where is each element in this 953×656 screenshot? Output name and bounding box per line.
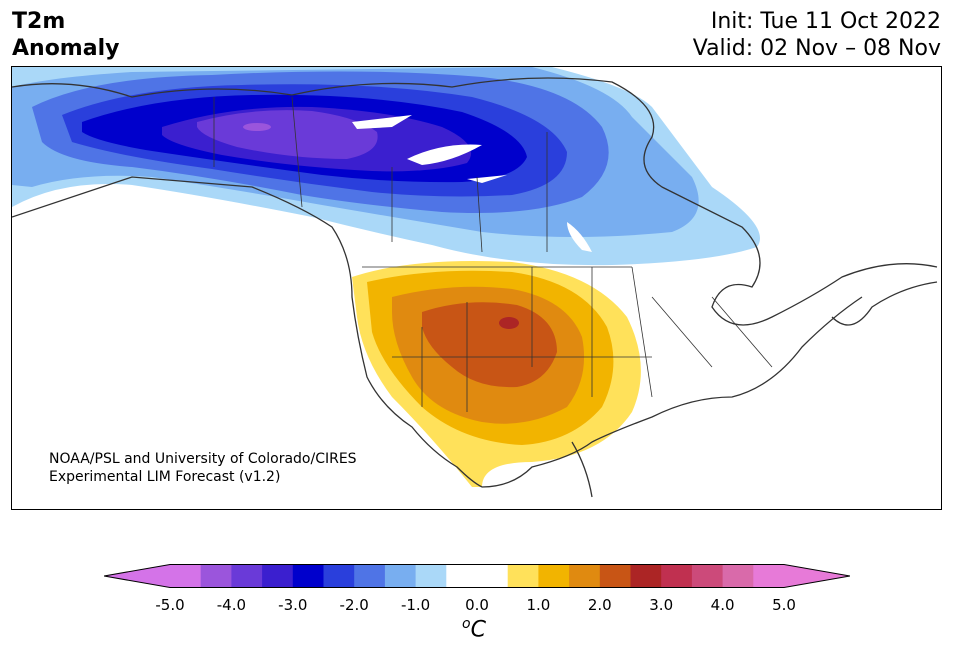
colorbar-segment	[323, 564, 355, 588]
colorbar-segment	[753, 564, 785, 588]
colorbar-segment	[691, 564, 724, 588]
warm-band-deep	[422, 302, 557, 388]
colorbar-segment	[630, 564, 662, 588]
cold-peak	[243, 123, 271, 131]
great-bear-lake	[352, 115, 412, 129]
unit-degree: o	[462, 616, 471, 632]
colorbar-tick-label: -2.0	[339, 596, 369, 614]
colorbar-segment	[262, 564, 294, 588]
colorbar-segment	[722, 564, 754, 588]
lake-winnipeg	[567, 222, 592, 252]
colorbar-segment	[446, 564, 478, 588]
great-slave-lake	[407, 144, 482, 165]
colorbar-ticks: -5.0 -4.0 -3.0 -2.0 -1.0 0.0 1.0 2.0 3.0 4.0 5.0	[0, 596, 953, 616]
init-date: Init: Tue 11 Oct 2022	[710, 9, 941, 34]
colorbar-under-arrow	[104, 564, 170, 588]
valid-range: Valid: 02 Nov – 08 Nov	[692, 36, 941, 61]
colorbar-tick-label: -4.0	[216, 596, 247, 614]
colorbar-segment	[231, 564, 263, 588]
warm-peak	[499, 317, 519, 329]
colorbar-over-arrow	[784, 564, 850, 588]
colorbar-segment	[170, 564, 202, 588]
colorbar-unit: oC	[462, 616, 486, 642]
colorbar-segment	[661, 564, 693, 588]
colorbar-segment	[292, 564, 324, 588]
state-borders	[213, 96, 773, 412]
cold-band-extreme	[197, 110, 378, 159]
map-title: T2m Anomaly	[12, 8, 119, 62]
colorbar-segment	[477, 564, 509, 588]
colorbar-outline	[104, 564, 850, 588]
colorbar-tick-label: -3.0	[278, 596, 308, 614]
colorbar-tick-label: 4.0	[710, 596, 735, 614]
colorbar-tick-label: 5.0	[772, 596, 796, 614]
unit-letter: C	[470, 617, 486, 643]
colorbar-segment	[384, 564, 417, 588]
colorbar-tick-label: 0.0	[465, 596, 489, 614]
colorbar-segment	[415, 564, 447, 588]
coastlines	[12, 77, 938, 498]
colorbar	[104, 564, 850, 588]
colorbar-segment	[599, 564, 631, 588]
title-variable: T2m	[12, 9, 66, 34]
title-subtitle: Anomaly	[12, 36, 120, 61]
credit-line-2: Experimental LIM Forecast (v1.2)	[49, 469, 281, 485]
colorbar-tick-label: -1.0	[400, 596, 431, 614]
map-panel	[11, 66, 942, 510]
colorbar-segment	[507, 564, 539, 588]
colorbar-tick-label: 3.0	[649, 596, 674, 614]
colorbar-segment	[569, 564, 601, 588]
colorbar-tick-label: 2.0	[587, 596, 612, 614]
credit-line-1: NOAA/PSL and University of Colorado/CIRE…	[49, 451, 357, 467]
colorbar-tick-label: 1.0	[526, 596, 551, 614]
colorbar-segment	[354, 564, 386, 588]
colorbar-tick-label: -5.0	[155, 596, 185, 614]
anomaly-map	[12, 67, 938, 498]
forecast-dates: Init: Tue 11 Oct 2022 Valid: 02 Nov – 08…	[693, 8, 941, 62]
colorbar-segment	[538, 564, 570, 588]
colorbar-segment	[200, 564, 232, 588]
data-credit: NOAA/PSL and University of Colorado/CIRE…	[49, 450, 357, 486]
